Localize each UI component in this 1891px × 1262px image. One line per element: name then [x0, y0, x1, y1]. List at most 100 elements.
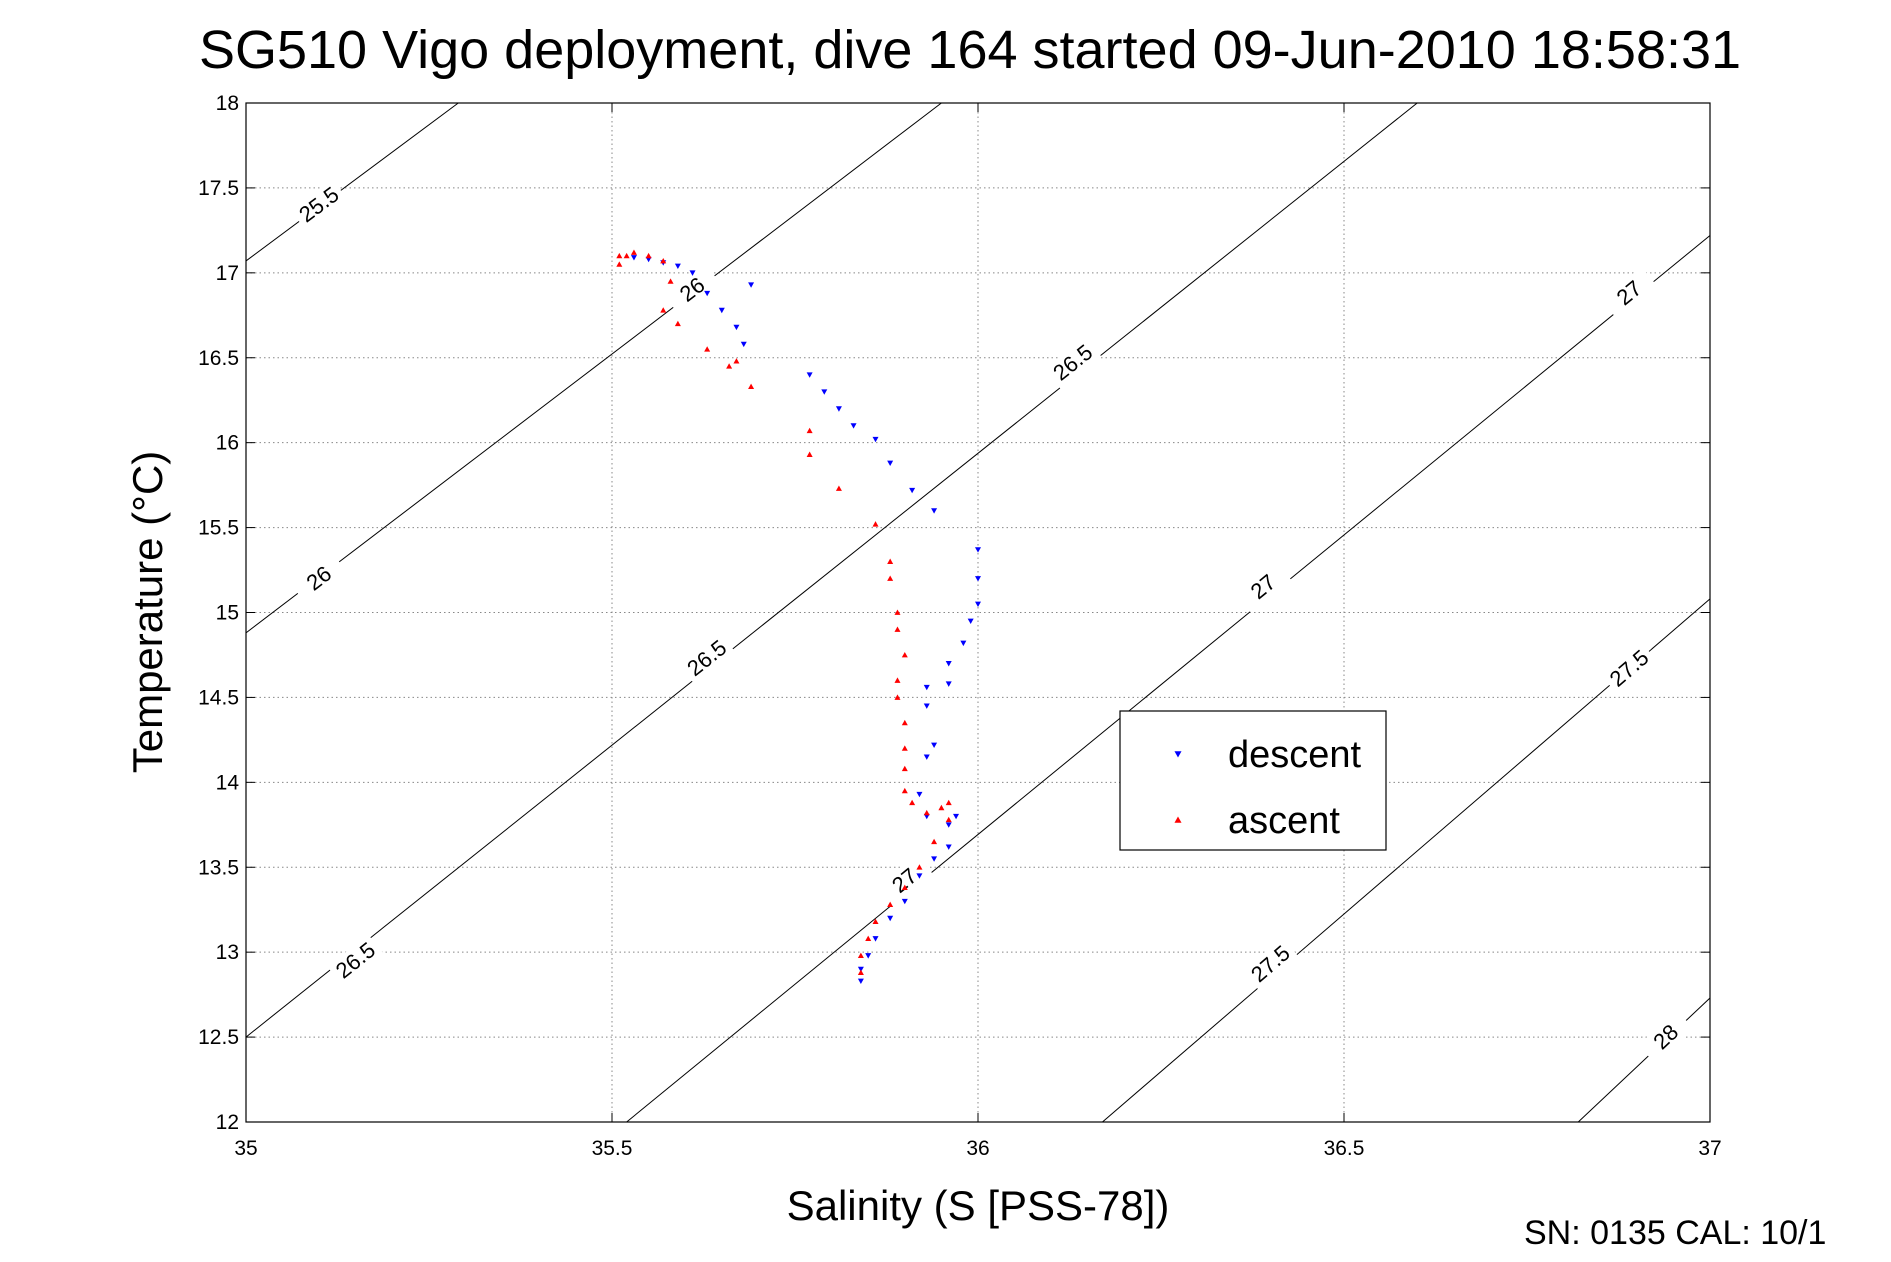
ascent-point: [806, 427, 813, 434]
descent-point: [931, 742, 938, 748]
descent-point: [689, 270, 696, 276]
ascent-point: [857, 969, 864, 975]
ascent-point: [887, 901, 894, 908]
legend: descent ascent: [1119, 710, 1387, 851]
descent-point: [835, 406, 842, 412]
ascent-point: [901, 719, 908, 726]
ascent-point: [901, 787, 908, 794]
descent-point: [960, 640, 967, 647]
descent-point: [901, 898, 908, 905]
contour-label-mask: [290, 552, 348, 605]
ascent-point: [923, 809, 930, 816]
descent-point: [857, 978, 864, 985]
ascent-point: [945, 799, 952, 806]
ascent-point: [901, 884, 908, 891]
ascent-point: [733, 358, 740, 364]
y-tick-label: 12.5: [198, 1026, 239, 1049]
contour-label-mask: [1601, 266, 1658, 320]
descent-point: [865, 953, 872, 959]
y-tick-label: 17.5: [198, 177, 239, 200]
ascent-point: [616, 252, 623, 259]
ascent-point: [931, 838, 938, 845]
ascent-point: [901, 765, 908, 772]
contour-label-mask: [1044, 336, 1102, 390]
y-tick-label: 16: [216, 432, 239, 455]
descent-point: [923, 754, 930, 760]
descent-point: [975, 576, 981, 582]
ascent-point: [623, 252, 630, 259]
descent-point: [733, 324, 740, 331]
legend-marker-descent: [1174, 751, 1182, 758]
legend-label-ascent: ascent: [1228, 800, 1340, 842]
descent-point: [945, 661, 952, 667]
y-tick-label: 17: [216, 262, 239, 285]
ascent-point: [674, 320, 681, 327]
descent-point: [872, 936, 879, 942]
ascent-point: [872, 521, 879, 527]
y-tick-label: 18: [216, 92, 239, 115]
descent-point: [630, 255, 637, 261]
descent-point: [923, 703, 930, 709]
ascent-point: [909, 799, 916, 806]
ascent-point: [894, 694, 901, 700]
legend-marker-ascent: [1174, 816, 1182, 823]
ascent-point: [806, 451, 813, 457]
contour-line-28: [1577, 997, 1711, 1123]
x-tick-label: 36: [966, 1137, 989, 1160]
x-tick-label: 36.5: [1324, 1137, 1365, 1160]
contour-label-mask: [1235, 560, 1292, 614]
y-tick-label: 13: [216, 941, 239, 964]
contour-line-27-5: [1102, 598, 1711, 1123]
ascent-point: [616, 261, 623, 267]
contour-line-26: [245, 102, 942, 634]
ascent-point: [645, 252, 652, 259]
ascent-point: [938, 804, 945, 811]
descent-point: [916, 791, 923, 798]
axis-ticks: 35 35.5 36 36.5 37 12 12.5 13 13.5 14 14.5 15 15.5 16…: [198, 92, 1722, 1160]
ascent-point: [667, 278, 674, 284]
ascent-point: [887, 575, 894, 581]
ascent-point: [894, 609, 901, 615]
descent-point: [821, 389, 828, 395]
contour-line-25-5: [245, 102, 459, 262]
ascent-point: [630, 249, 637, 255]
legend-label-descent: descent: [1228, 734, 1362, 776]
ascent-point: [901, 651, 908, 658]
ascent-point: [894, 677, 901, 683]
ascent-point: [726, 363, 733, 369]
ascent-point: [857, 952, 864, 958]
contour-label-mask: [663, 263, 722, 316]
descent-point: [945, 844, 952, 850]
descent-point: [975, 601, 981, 608]
ascent-point: [660, 307, 667, 313]
descent-point: [931, 856, 938, 862]
y-tick-label: 14.5: [198, 686, 239, 709]
x-tick-label: 35: [234, 1137, 257, 1160]
contour-label-mask: [290, 178, 348, 231]
descent-point: [916, 873, 923, 879]
descent-point: [945, 822, 952, 828]
y-tick-label: 12: [216, 1111, 239, 1134]
contour-label-mask: [1242, 937, 1299, 991]
ascent-point: [704, 346, 711, 352]
descent-point: [909, 487, 916, 494]
ascent-point: [901, 745, 908, 751]
descent-point: [850, 423, 857, 429]
y-tick-label: 14: [216, 771, 240, 794]
descent-point: [953, 813, 960, 820]
descent-point: [931, 508, 938, 514]
descent-point: [945, 681, 952, 687]
contour-label-mask: [1638, 1009, 1694, 1065]
descent-point: [740, 341, 747, 348]
contour-line-27: [626, 235, 1711, 1123]
contour-label-mask: [327, 934, 385, 988]
descent-point: [887, 915, 894, 922]
x-axis-label: Salinity (S [PSS-78]): [787, 1182, 1170, 1229]
y-tick-label: 13.5: [198, 856, 239, 879]
ascent-point: [887, 558, 894, 564]
descent-point: [748, 282, 755, 288]
y-tick-label: 16.5: [198, 347, 239, 370]
y-tick-label: 15.5: [198, 517, 239, 540]
ascent-point: [872, 918, 879, 924]
